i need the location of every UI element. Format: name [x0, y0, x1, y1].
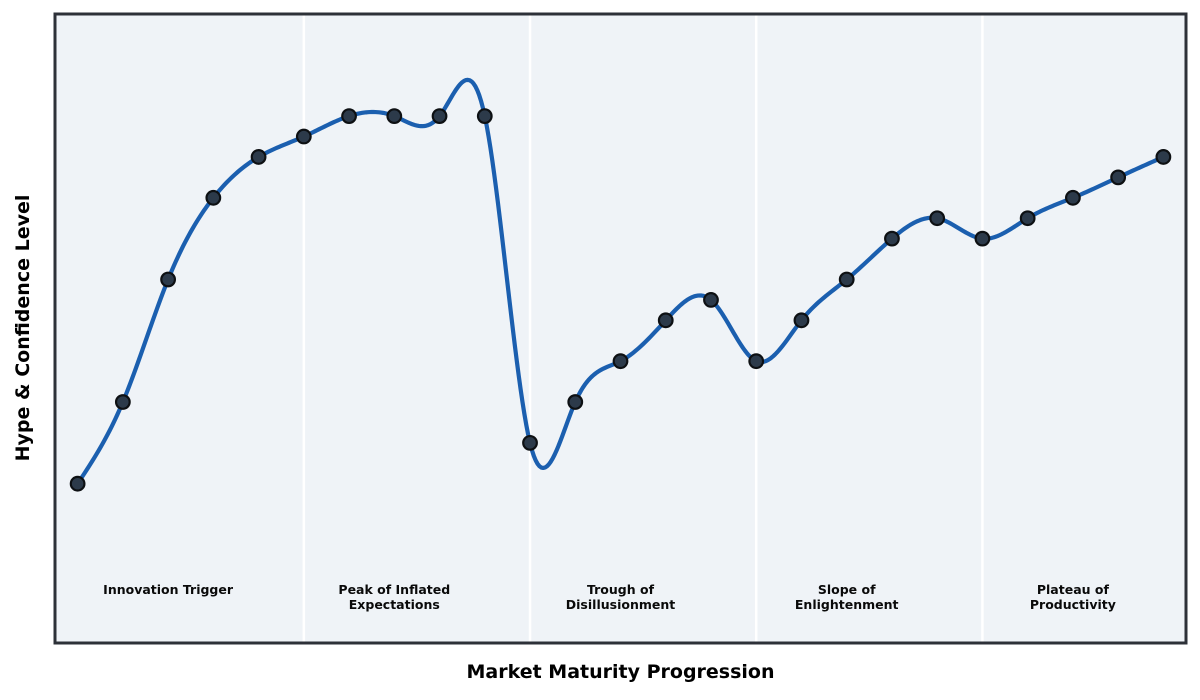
- data-point-marker: [160, 271, 177, 288]
- plot-border: [53, 12, 1188, 645]
- phase-label-line2: Disillusionment: [565, 597, 676, 612]
- data-point-marker: [476, 108, 493, 125]
- data-point-marker: [250, 149, 267, 165]
- data-point-marker: [341, 108, 357, 125]
- phase-label: Plateau of Productivity: [1030, 582, 1116, 612]
- phase-label-line2: Expectations: [348, 597, 440, 612]
- phase-label-line1: Innovation Trigger: [103, 582, 234, 597]
- x-axis-label: Market Maturity Progression: [466, 661, 775, 683]
- data-point-marker: [386, 108, 403, 125]
- data-point-marker: [114, 394, 131, 410]
- data-point-marker: [657, 312, 674, 329]
- phase-label-line2: Productivity: [1029, 597, 1116, 612]
- data-point-marker: [974, 230, 991, 247]
- data-point-marker: [1110, 169, 1127, 186]
- phase-label: Trough of Disillusionment: [566, 582, 675, 612]
- data-point-marker: [1019, 210, 1036, 227]
- plot-background: [55, 14, 1186, 643]
- data-point-marker: [567, 394, 584, 410]
- phase-label: Slope of Enlightenment: [795, 582, 899, 612]
- data-point-marker: [295, 128, 312, 145]
- data-point-marker: [838, 271, 855, 288]
- y-axis-label: Hype & Confidence Level: [12, 194, 34, 462]
- data-point-marker: [884, 230, 900, 247]
- data-point-marker: [1064, 189, 1081, 206]
- data-point-marker: [1155, 149, 1172, 165]
- phase-label-line1: Trough of: [586, 582, 655, 597]
- phase-label-line1: Plateau of: [1036, 582, 1109, 597]
- phase-label-line2: Enlightenment: [794, 597, 899, 612]
- phase-label: Innovation Trigger: [103, 582, 233, 597]
- data-point-marker: [929, 210, 946, 227]
- data-point-marker: [431, 108, 448, 125]
- phase-label-line1: Slope of: [817, 582, 876, 597]
- data-point-marker: [522, 434, 538, 451]
- data-point-marker: [748, 353, 765, 370]
- data-point-marker: [612, 353, 629, 370]
- phase-label-line1: Peak of Inflated: [338, 582, 451, 597]
- data-point-marker: [69, 475, 86, 492]
- data-point-marker: [793, 312, 810, 329]
- data-point-marker: [205, 189, 222, 206]
- phase-label: Peak of Inflated Expectations: [338, 582, 450, 612]
- data-point-marker: [703, 292, 719, 308]
